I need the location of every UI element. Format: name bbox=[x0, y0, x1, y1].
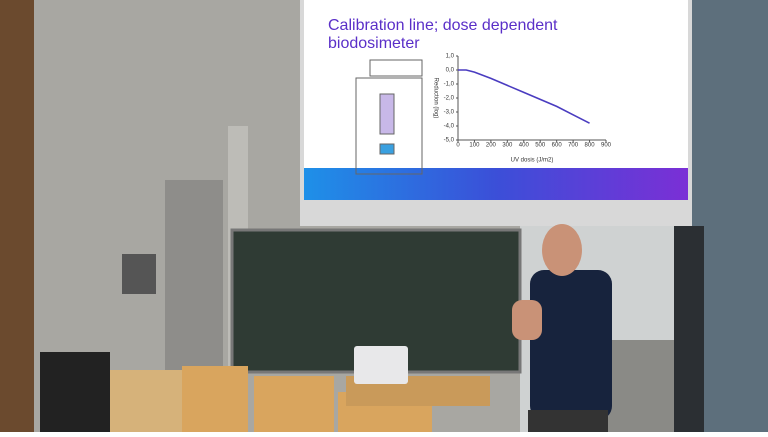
x-tick-label: 900 bbox=[601, 143, 612, 149]
radiator bbox=[165, 180, 223, 370]
slide-band bbox=[304, 168, 688, 200]
x-tick-label: 600 bbox=[552, 143, 563, 149]
x-tick-label: 700 bbox=[568, 143, 579, 149]
bin bbox=[40, 352, 110, 432]
person-arm bbox=[512, 300, 542, 340]
data-line bbox=[458, 69, 590, 124]
y-tick-label: -4,0 bbox=[444, 124, 455, 130]
chair bbox=[254, 376, 334, 432]
x-tick-label: 500 bbox=[535, 143, 546, 149]
door-frame bbox=[674, 226, 704, 432]
x-tick-label: 200 bbox=[486, 143, 497, 149]
chart: 1,0 0,0 -1,0 -2,0 -3,0 -4,0 -5,00 100 200 300 400 5… bbox=[432, 54, 611, 164]
dispenser bbox=[122, 254, 156, 294]
y-tick-label: 1,0 bbox=[446, 54, 455, 60]
courtyard bbox=[606, 340, 686, 432]
person-shirt bbox=[530, 270, 612, 420]
slide-subtitle: biodosimeter bbox=[328, 35, 420, 52]
y-tick-label: 0,0 bbox=[446, 68, 455, 74]
person-head bbox=[542, 224, 582, 276]
wood-panel bbox=[0, 0, 34, 432]
x-tick-label: 300 bbox=[502, 143, 513, 149]
y-tick-label: -2,0 bbox=[444, 96, 455, 102]
y-tick-label: -3,0 bbox=[444, 110, 455, 116]
chair bbox=[182, 366, 248, 432]
slide bbox=[304, 0, 688, 200]
y-axis-label: Reduction (log) bbox=[432, 78, 438, 119]
x-tick-label: 800 bbox=[585, 143, 596, 149]
person-legs bbox=[528, 410, 608, 432]
y-tick-label: -1,0 bbox=[444, 82, 455, 88]
x-axis-label: UV dosis (J/m2) bbox=[511, 158, 554, 164]
apparatus-diagram bbox=[355, 59, 423, 175]
slide-title: Calibration line; dose dependent bbox=[328, 17, 558, 34]
laptop bbox=[354, 346, 408, 384]
x-tick-label: 0 bbox=[456, 143, 460, 149]
y-tick-label: -5,0 bbox=[444, 138, 455, 144]
x-tick-label: 400 bbox=[519, 143, 530, 149]
x-tick-label: 100 bbox=[469, 143, 480, 149]
